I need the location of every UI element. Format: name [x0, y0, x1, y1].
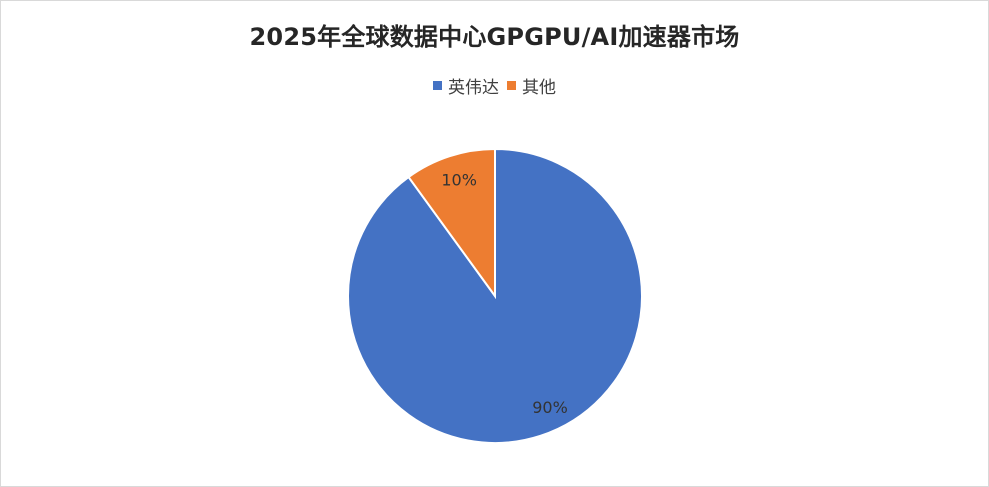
pie-slice-other [407, 147, 496, 300]
chart-title: 2025年全球数据中心GPGPU/AI加速器市场 [249, 23, 740, 51]
legend-swatch-nvidia [433, 81, 442, 90]
legend-label-other: 其他 [522, 78, 556, 98]
legend-item-nvidia: 英伟达 [433, 73, 499, 98]
data-label-other: 10% [441, 171, 477, 190]
legend-label-nvidia: 英伟达 [448, 78, 499, 98]
data-label-nvidia: 90% [532, 398, 568, 417]
legend: 英伟达 其他 [1, 73, 988, 98]
legend-item-other: 其他 [507, 73, 556, 98]
legend-swatch-other [507, 81, 516, 90]
